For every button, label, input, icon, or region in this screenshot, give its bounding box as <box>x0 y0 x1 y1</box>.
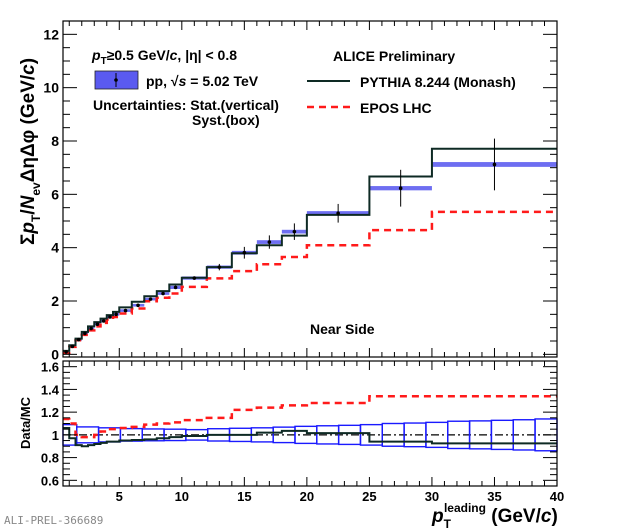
main-y-tick-label: 6 <box>51 186 59 202</box>
data-point <box>398 186 403 190</box>
x-tick-label: 5 <box>116 489 123 504</box>
ratio-y-tick-label: 1.2 <box>41 405 59 420</box>
legend-data-label: pp, √s = 5.02 TeV <box>146 73 259 89</box>
data-point <box>336 211 340 216</box>
legend-cut-text: pT≥0.5 GeV/c, |η| < 0.8 <box>91 47 237 67</box>
data-point <box>70 344 75 349</box>
main-y-tick-label: 2 <box>51 293 59 309</box>
data-point <box>161 291 165 296</box>
legend-uncertainties: Uncertainties: Stat.(vertical) <box>93 97 279 113</box>
region-label: Near Side <box>310 321 375 337</box>
axes: 5 10 15 20 25 30 35 40 0 2 4 6 8 10 12 0.6 0.8 1 1.2 1.4 1.6 <box>41 20 564 504</box>
ratio-y-axis-label: Data/MC <box>18 396 33 449</box>
legend: pT≥0.5 GeV/c, |η| < 0.8 pp, √s = 5.02 Te… <box>91 47 516 337</box>
x-tick-label: 10 <box>175 489 189 504</box>
main-y-tick-label: 10 <box>43 80 59 96</box>
data-point <box>136 303 140 308</box>
x-tick-label: 15 <box>237 489 251 504</box>
legend-syst: Syst.(box) <box>192 112 260 128</box>
x-tick-label: 25 <box>362 489 376 504</box>
data-point <box>148 297 153 301</box>
data-point <box>492 162 497 167</box>
data-point <box>108 315 112 319</box>
data-point <box>173 285 178 290</box>
ratio-y-tick-label: 1.6 <box>41 360 59 375</box>
ratio-y-tick-label: 1 <box>52 428 59 443</box>
data-point <box>64 350 68 354</box>
x-tick-label: 20 <box>300 489 314 504</box>
data-point <box>292 229 297 234</box>
main-panel-marks <box>63 138 557 355</box>
data-point <box>123 308 128 313</box>
ratio-y-tick-label: 0.6 <box>41 473 59 488</box>
data-point <box>267 240 272 244</box>
data-point <box>76 337 81 342</box>
x-tick-label: 35 <box>487 489 501 504</box>
experiment-label: ALICE Preliminary <box>333 48 455 64</box>
watermark: ALI-PREL-366689 <box>4 514 103 527</box>
legend-pythia-label: PYTHIA 8.244 (Monash) <box>360 74 516 90</box>
main-y-tick-label: 0 <box>51 346 59 362</box>
main-plot-frame <box>62 20 558 358</box>
ratio-y-tick-label: 0.8 <box>41 451 59 466</box>
data-point <box>83 331 87 336</box>
ratio-pythia-line <box>63 427 557 448</box>
epos-step-line <box>63 210 557 355</box>
data-point <box>114 312 118 317</box>
data-point <box>242 250 247 255</box>
data-point <box>89 326 93 331</box>
data-point <box>192 276 197 280</box>
x-tick-label: 30 <box>425 489 439 504</box>
main-y-tick-label: 8 <box>51 133 59 149</box>
x-axis-label: pTleading (GeV/c) <box>431 501 558 530</box>
ratio-epos-line <box>63 394 557 439</box>
data-point <box>95 322 100 327</box>
x-tick-label: 40 <box>550 489 564 504</box>
data-point <box>217 265 222 269</box>
main-y-tick-label: 4 <box>51 240 59 256</box>
main-y-axis-label: ΣpT/NevΔηΔφ (GeV/c) <box>18 58 43 245</box>
ratio-y-tick-label: 1.4 <box>41 382 60 397</box>
data-point <box>101 319 106 323</box>
main-y-tick-label: 12 <box>43 26 59 42</box>
legend-epos-label: EPOS LHC <box>360 100 432 116</box>
legend-data-marker <box>114 78 118 82</box>
pythia-step-line <box>63 147 557 352</box>
ratio-panel-marks <box>62 394 558 452</box>
